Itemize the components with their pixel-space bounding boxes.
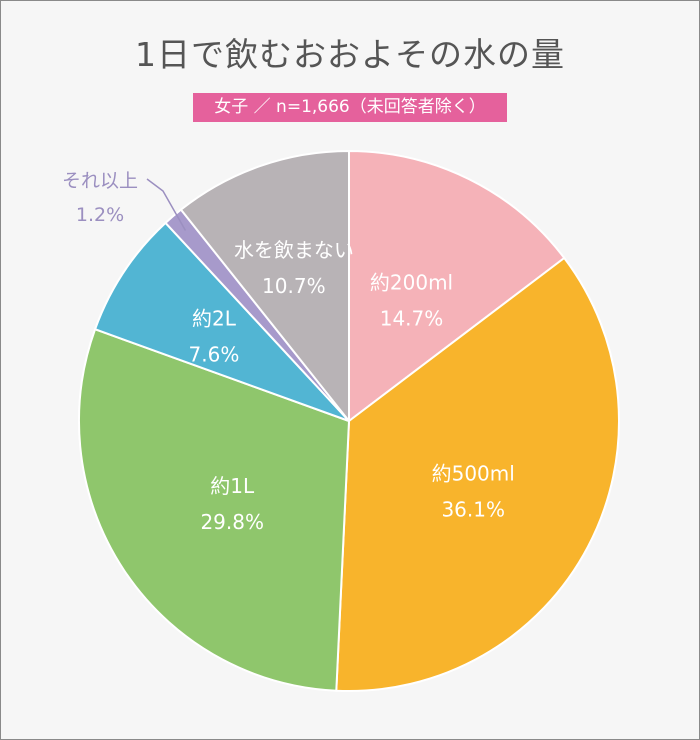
slice-200ml bbox=[348, 149, 566, 424]
chart-subtitle: 女子 ／ n=1,666（未回答者除く） bbox=[193, 93, 507, 122]
slice-more-label: それ以上 bbox=[62, 170, 138, 192]
slice-500ml-label: 約500ml bbox=[432, 461, 515, 485]
slice-1l-label: 約1L bbox=[210, 474, 255, 498]
slice-500ml-percent: 36.1% bbox=[441, 497, 505, 521]
slice-more-leader-line bbox=[146, 178, 187, 231]
slice-200ml-percent: 14.7% bbox=[380, 306, 444, 330]
slice-none-percent: 10.7% bbox=[262, 274, 326, 298]
slice-more-percent: 1.2% bbox=[76, 204, 124, 226]
slice-1l-percent: 29.8% bbox=[200, 510, 264, 534]
slice-none bbox=[179, 149, 350, 424]
slice-500ml bbox=[335, 256, 620, 692]
slice-200ml-label: 約200ml bbox=[370, 270, 453, 294]
slice-2l-label: 約2L bbox=[192, 307, 237, 331]
chart-title: 1日で飲むおおよその水の量 bbox=[135, 35, 565, 74]
slice-2l bbox=[93, 221, 350, 422]
slice-2l-percent: 7.6% bbox=[189, 343, 240, 367]
slice-none-label: 水を飲まない bbox=[234, 238, 354, 262]
slice-1l bbox=[78, 327, 351, 692]
